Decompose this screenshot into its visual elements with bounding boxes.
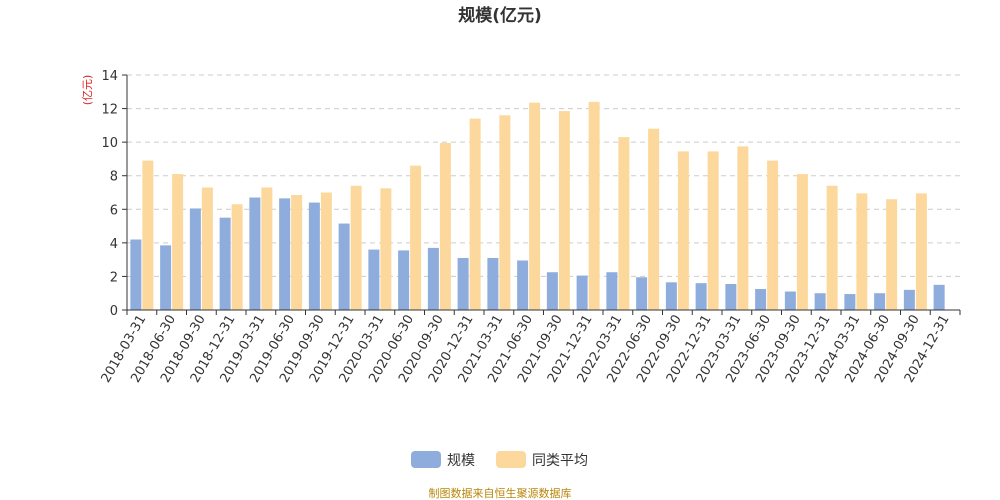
bar-peer-average bbox=[618, 137, 630, 310]
bar-peer-average bbox=[201, 187, 213, 310]
bar-scale bbox=[487, 257, 499, 310]
bar-scale bbox=[398, 250, 410, 310]
bar-scale bbox=[755, 289, 767, 310]
legend: 规模 同类平均 bbox=[411, 451, 588, 469]
bar-scale bbox=[933, 284, 945, 310]
bar-scale bbox=[784, 291, 796, 310]
bar-peer-average bbox=[320, 192, 332, 310]
bar-scale bbox=[695, 283, 707, 310]
y-axis-label: (亿元) bbox=[81, 75, 94, 106]
bar-peer-average bbox=[231, 204, 243, 310]
legend-label-peer-average: 同类平均 bbox=[532, 453, 588, 469]
bar-scale bbox=[368, 249, 380, 310]
bar-peer-average bbox=[707, 151, 719, 310]
chart-title: 规模(亿元) bbox=[458, 5, 542, 26]
y-tick-label: 2 bbox=[110, 270, 118, 285]
bar-peer-average bbox=[588, 101, 600, 310]
bar-peer-average bbox=[648, 128, 660, 310]
bar-peer-average bbox=[796, 174, 808, 310]
bar-scale bbox=[457, 257, 469, 310]
bar-scale bbox=[160, 245, 172, 310]
bar-peer-average bbox=[172, 174, 184, 310]
bar-peer-average bbox=[856, 193, 868, 310]
bar-scale bbox=[427, 247, 439, 310]
bar-scale bbox=[874, 293, 886, 310]
y-tick-label: 10 bbox=[101, 136, 118, 151]
legend-swatch-peer-average bbox=[496, 451, 526, 468]
bar-scale bbox=[725, 283, 737, 310]
bar-peer-average bbox=[558, 111, 570, 310]
bar-peer-average bbox=[737, 146, 749, 310]
bar-peer-average bbox=[142, 160, 154, 310]
bar-peer-average bbox=[261, 187, 273, 310]
bar-scale bbox=[517, 260, 529, 310]
bars-group bbox=[130, 101, 945, 311]
bar-scale bbox=[903, 289, 915, 310]
bar-peer-average bbox=[677, 151, 689, 310]
bar-peer-average bbox=[915, 193, 927, 310]
bar-peer-average bbox=[529, 102, 541, 310]
bar-scale bbox=[308, 202, 320, 310]
bar-peer-average bbox=[380, 188, 392, 310]
bar-peer-average bbox=[499, 115, 511, 311]
bar-scale bbox=[844, 294, 856, 310]
bar-peer-average bbox=[767, 160, 779, 310]
bar-peer-average bbox=[826, 185, 838, 310]
bar-scale bbox=[814, 293, 826, 310]
bar-peer-average bbox=[469, 118, 481, 311]
legend-label-scale: 规模 bbox=[447, 453, 475, 469]
bar-scale bbox=[665, 282, 677, 310]
y-tick-label: 6 bbox=[110, 203, 118, 218]
bar-peer-average bbox=[439, 142, 451, 310]
y-tick-label: 4 bbox=[110, 237, 118, 252]
bar-scale bbox=[249, 197, 261, 310]
bar-scale bbox=[576, 275, 588, 310]
legend-swatch-scale bbox=[411, 451, 441, 468]
bar-peer-average bbox=[410, 165, 422, 310]
bar-peer-average bbox=[886, 199, 898, 310]
bar-scale bbox=[279, 198, 291, 310]
bar-peer-average bbox=[291, 195, 303, 310]
bar-peer-average bbox=[350, 185, 362, 310]
bar-scale bbox=[189, 208, 201, 310]
y-tick-label: 12 bbox=[101, 103, 118, 118]
bar-scale bbox=[219, 217, 231, 310]
bar-scale bbox=[338, 223, 350, 310]
footer-source: 制图数据来自恒生聚源数据库 bbox=[429, 486, 572, 500]
y-tick-label: 14 bbox=[101, 69, 118, 84]
bar-scale bbox=[546, 272, 558, 310]
bar-scale bbox=[606, 272, 618, 310]
y-tick-label: 0 bbox=[110, 304, 118, 319]
y-tick-label: 8 bbox=[110, 170, 118, 185]
bar-scale bbox=[636, 277, 648, 310]
bar-scale bbox=[130, 239, 142, 310]
